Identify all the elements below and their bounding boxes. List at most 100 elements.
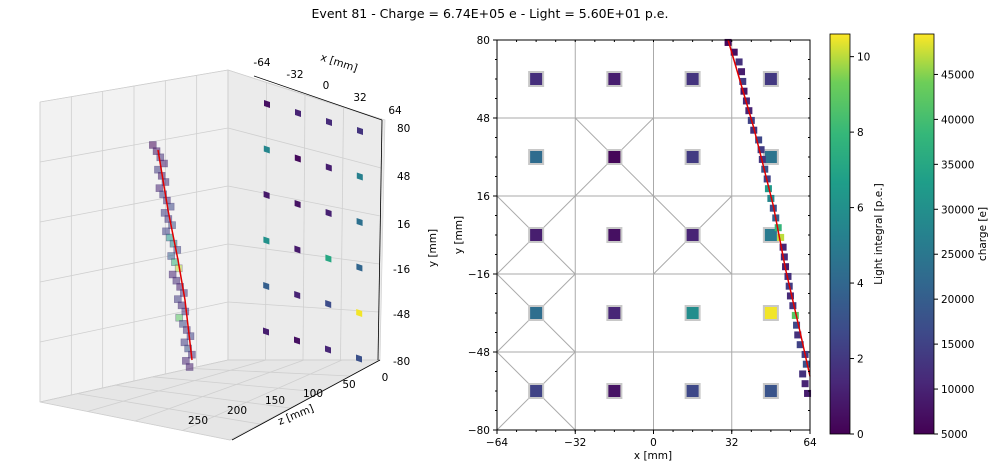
detector-tile-3d: [325, 254, 332, 263]
detector-tile-3d: [263, 236, 270, 245]
detector-tile-3d: [356, 172, 363, 181]
grid3d-line: [265, 82, 267, 361]
z-tick-3d-2: 150: [265, 395, 285, 407]
detector-tile-3d: [263, 145, 270, 154]
colorbar-tick-label: 25000: [941, 249, 974, 261]
detector-tile-3d: [356, 263, 363, 272]
z-tick-3d-4: 50: [342, 379, 355, 391]
grid3d-line: [227, 127, 382, 169]
detector-tile: [530, 73, 543, 85]
y-tick-3d-5: -80: [393, 356, 410, 368]
detector-tile: [608, 229, 621, 241]
hit-marker: [804, 389, 812, 397]
track-3d: [157, 149, 193, 361]
detector-tiles-2d: [528, 71, 779, 399]
x-tick-2d-label: 32: [725, 437, 738, 449]
detector-tile-3d: [264, 100, 270, 108]
x-axis-2d-label: x [mm]: [634, 450, 672, 462]
detector-tile: [686, 73, 699, 85]
detector-tile: [764, 229, 777, 241]
colorbar-tick-label: 5000: [941, 429, 968, 441]
detector-tile: [764, 73, 777, 85]
colorbar-tick-label: 15000: [941, 339, 974, 351]
detector-tile-3d: [263, 282, 270, 290]
light-colorbar-ticks: 0 2 4 6 8 10: [850, 52, 870, 441]
hit-marker: [796, 341, 804, 349]
colorbar-tick-label: 45000: [941, 69, 974, 81]
x-tick-3d-4: 64: [388, 105, 402, 117]
hit-marker: [793, 321, 801, 329]
hit-marker: [791, 311, 799, 319]
x-tick-3d-2: 0: [323, 80, 330, 92]
grid3d-line: [39, 359, 229, 403]
z-axis-3d-line: [231, 359, 381, 441]
x-tick-2d-label: −32: [564, 437, 586, 449]
grid3d-line: [39, 243, 229, 283]
x-tick-3d-3: 32: [353, 92, 366, 104]
light-colorbar-gradient: [829, 33, 851, 435]
y-axis-3d: 80 48 16 -16 -48 -80 y [mm]: [377, 119, 439, 368]
y-axis-3d-label: y [mm]: [427, 229, 439, 267]
y-axis-3d-line: [377, 119, 383, 361]
hit-marker: [786, 292, 794, 300]
charge-colorbar-label: charge [e]: [977, 207, 989, 261]
grid3d-line: [39, 127, 229, 163]
hit-marker-3d: [186, 332, 195, 340]
y-tick-3d-0: 80: [397, 123, 410, 135]
panel-2d: −64 −32 0 32 64 −80 −48 −16 16 48 80 x [mm] y [mm]: [453, 35, 817, 462]
charge-colorbar-gradient: [913, 33, 935, 435]
light-colorbar: 0 2 4 6 8 10 Light integral [p.e.]: [829, 33, 885, 441]
y-tick-2d-label: −48: [468, 347, 490, 359]
hit-marker: [738, 68, 746, 76]
detector-tile: [530, 229, 543, 241]
detector-tile: [608, 307, 621, 319]
y-tick-2d-label: 48: [477, 113, 490, 125]
colorbar-tick-label: 2: [857, 354, 864, 366]
hit-marker: [735, 58, 743, 66]
grid3d-line: [39, 185, 229, 223]
z-tick-3d-3: 100: [303, 388, 323, 400]
colorbar-tick-label: 8: [857, 127, 864, 139]
x-axis-3d-line: [253, 75, 383, 121]
charge-colorbar: 5000 10000 15000 20000 25000 30000 35000 40000 4…: [913, 33, 989, 441]
detector-tile: [764, 385, 777, 397]
detector-tile-3d: [294, 200, 301, 208]
hit-marker-3d: [185, 363, 194, 371]
detector-tile-3d: [263, 191, 270, 199]
detector-tile: [608, 385, 621, 397]
hit-marker: [789, 302, 797, 310]
grid3d-line: [227, 185, 381, 217]
detector-tile-3d: [325, 163, 332, 172]
detector-tile-3d: [294, 336, 300, 345]
grid3d-line: [302, 94, 306, 361]
detector-tile: [530, 307, 543, 319]
colorbar-tick-label: 10000: [941, 384, 974, 396]
detector-tile: [608, 73, 621, 85]
hit-marker: [801, 380, 809, 388]
colorbar-tick-label: 40000: [941, 114, 974, 126]
hit-marker: [739, 77, 747, 85]
detector-tile-3d: [294, 154, 301, 163]
panel-3d: -64 -32 0 32 64 x [mm] 80 48 16 -16 -48 …: [39, 52, 439, 441]
x-tick-2d-label: 0: [650, 437, 657, 449]
y-tick-3d-3: -16: [393, 264, 410, 276]
grid3d-line: [87, 359, 267, 412]
x-tick-2d-label: 64: [803, 437, 817, 449]
grid3d-line: [134, 359, 305, 422]
x-tick-3d-0: -64: [253, 57, 270, 69]
y-tick-3d-2: 16: [397, 219, 411, 231]
detector-tile: [686, 385, 699, 397]
colorbar-tick-label: 6: [857, 203, 864, 215]
z-tick-3d-0: 250: [188, 415, 208, 427]
detector-tile-3d: [325, 345, 331, 354]
colorbar-tick-label: 30000: [941, 204, 974, 216]
y-axis-2d-label: y [mm]: [453, 216, 465, 254]
light-colorbar-label: Light integral [p.e.]: [873, 183, 885, 284]
grid3d-line: [39, 69, 229, 103]
detector-tiles-3d: [263, 100, 363, 363]
hit-marker: [799, 370, 807, 378]
hit-marker: [757, 146, 765, 154]
colorbar-tick-label: 35000: [941, 159, 974, 171]
detector-tile-3d: [326, 118, 332, 126]
